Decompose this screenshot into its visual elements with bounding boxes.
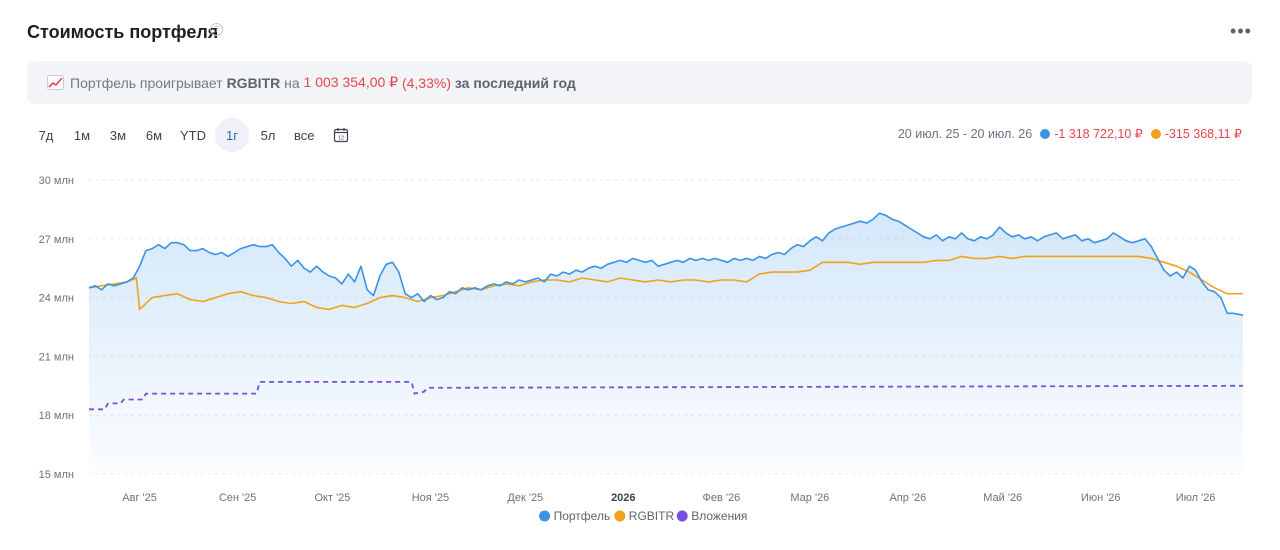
series-line-benchmark[interactable] bbox=[88, 255, 1243, 311]
x-tick-label: Май '26 bbox=[983, 492, 1022, 504]
banner-text-after: за последний год bbox=[451, 74, 576, 91]
x-tick-label: Ноя '25 bbox=[412, 492, 449, 504]
y-tick-label: 18 млн bbox=[39, 410, 74, 422]
banner-text-before: Портфель проигрывает bbox=[70, 74, 227, 91]
benchmark-change: -315 368,11 ₽ bbox=[1164, 127, 1242, 141]
y-tick-label: 21 млн bbox=[39, 351, 74, 363]
x-tick-label: Дек '25 bbox=[507, 492, 543, 504]
legend-item[interactable]: Вложения bbox=[691, 509, 747, 523]
period-all-button[interactable]: все bbox=[294, 127, 315, 143]
x-tick-label: Апр '26 bbox=[889, 492, 926, 504]
svg-text:12: 12 bbox=[337, 136, 343, 142]
portfolio-change: -1 318 722,10 ₽ bbox=[1054, 127, 1143, 141]
chart-header: Стоимость портфеля ? ••• bbox=[27, 20, 1252, 48]
portfolio-area bbox=[89, 213, 1243, 475]
period-ytd-button[interactable]: YTD bbox=[180, 127, 206, 143]
y-tick-label: 27 млн bbox=[39, 234, 74, 246]
x-tick-label: Сен '25 bbox=[219, 492, 257, 504]
period-selector: 7д 1м 3м 6м YTD 1г 5л все 12 bbox=[29, 118, 358, 152]
series-line-investments[interactable] bbox=[89, 381, 1244, 411]
portfolio-dot-icon bbox=[1040, 128, 1051, 139]
more-dots-icon[interactable]: ••• bbox=[1230, 21, 1252, 41]
question-circle-icon[interactable]: ? bbox=[210, 23, 223, 36]
y-tick-label: 15 млн bbox=[39, 469, 74, 481]
calendar-icon[interactable]: 12 bbox=[324, 118, 358, 152]
legend-dot-icon bbox=[676, 510, 688, 522]
period-5y-button[interactable]: 5л bbox=[260, 127, 276, 143]
range-summary: 20 июл. 25 - 20 июл. 26 -1 318 722,10 ₽ … bbox=[897, 126, 1242, 142]
chart-increasing-emoji-icon bbox=[47, 75, 64, 90]
period-7d-button[interactable]: 7д bbox=[38, 127, 54, 143]
x-tick-label: Июл '26 bbox=[1176, 492, 1216, 504]
range-dates: 20 июл. 25 - 20 июл. 26 bbox=[897, 126, 1033, 141]
legend-dot-icon bbox=[539, 510, 551, 522]
banner-benchmark: RGBITR bbox=[226, 74, 281, 91]
period-6m-button[interactable]: 6м bbox=[145, 127, 163, 143]
banner-text-na: на bbox=[280, 74, 304, 91]
y-tick-label: 24 млн bbox=[39, 293, 74, 305]
x-tick-label: Окт '25 bbox=[314, 492, 350, 504]
legend-item[interactable]: RGBITR bbox=[629, 509, 675, 523]
comparison-banner: Портфель проигрывает RGBITR на 1 003 354… bbox=[27, 61, 1252, 104]
portfolio-value-chart[interactable]: 30 млн 27 млн 24 млн 21 млн 18 млн 15 млн Авг … bbox=[0, 160, 1280, 550]
period-1m-button[interactable]: 1м bbox=[73, 127, 91, 143]
x-tick-label: Фев '26 bbox=[702, 492, 740, 504]
legend-dot-icon bbox=[614, 510, 626, 522]
period-1y-button[interactable]: 1г bbox=[215, 118, 249, 152]
benchmark-dot-icon bbox=[1150, 128, 1161, 139]
x-tick-label: Авг '25 bbox=[122, 492, 157, 504]
y-tick-label: 30 млн bbox=[39, 175, 74, 187]
banner-percent: (4,33%) bbox=[398, 74, 451, 91]
period-3m-button[interactable]: 3м bbox=[109, 127, 127, 143]
x-tick-label: Мар '26 bbox=[790, 492, 829, 504]
x-tick-label: 2026 bbox=[611, 492, 635, 504]
legend-item[interactable]: Портфель bbox=[554, 509, 611, 523]
page-title: Стоимость портфеля bbox=[27, 22, 219, 42]
series-line-portfolio[interactable] bbox=[88, 212, 1244, 316]
banner-amount: 1 003 354,00 ₽ bbox=[303, 74, 399, 90]
x-tick-label: Июн '26 bbox=[1081, 492, 1121, 504]
